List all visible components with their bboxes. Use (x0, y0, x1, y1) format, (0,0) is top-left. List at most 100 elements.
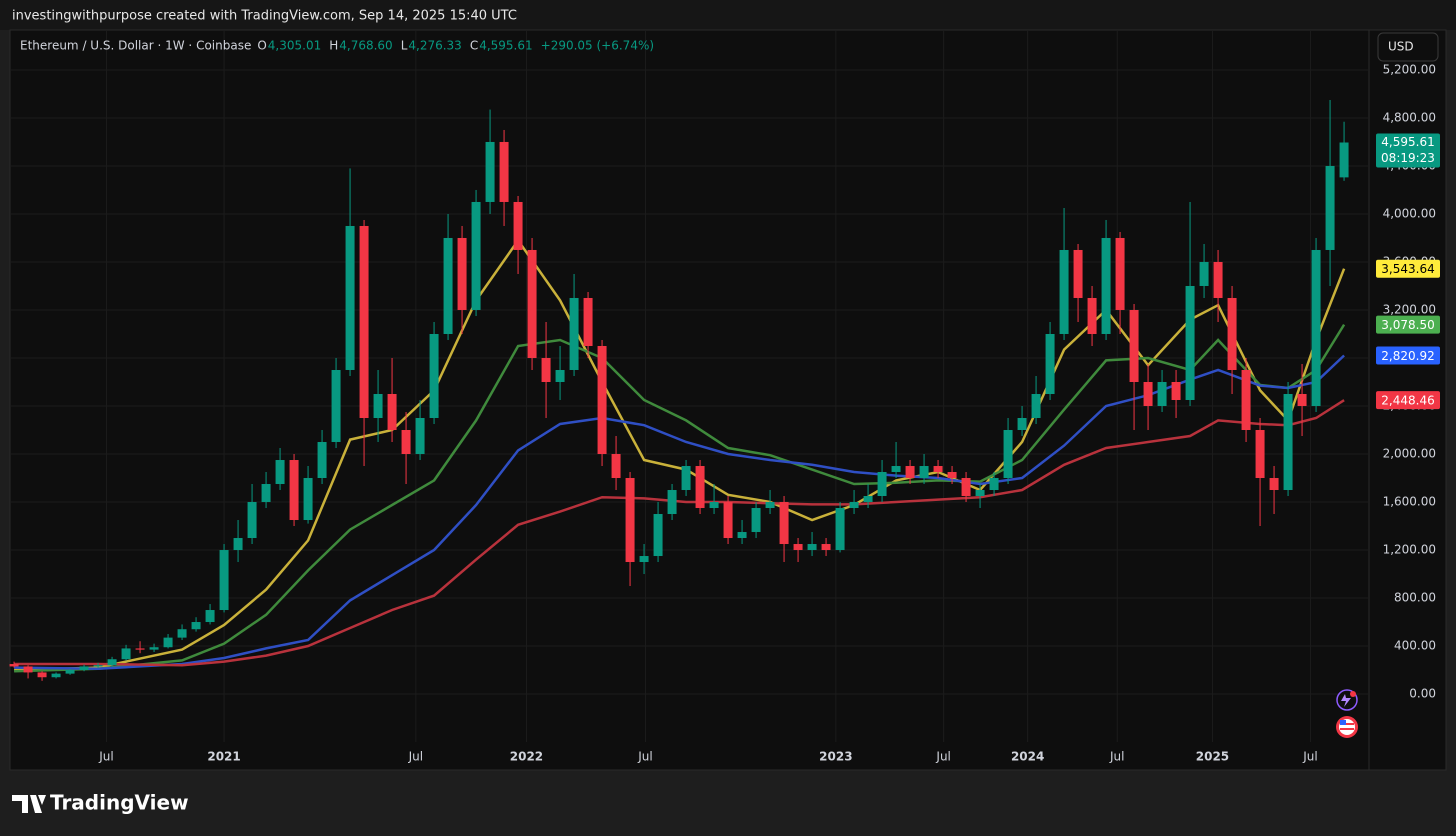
candle-body (1003, 430, 1013, 479)
candle-body (163, 637, 173, 648)
legend: Ethereum / U.S. Dollar · 1W · Coinbase O 4… (20, 39, 654, 53)
candle-body (527, 249, 537, 358)
flag-canton (1340, 720, 1346, 725)
candle-body (821, 544, 831, 551)
brand-logo (12, 795, 46, 813)
candle-body (1045, 333, 1055, 394)
candle-body (695, 466, 705, 509)
candle-body (1269, 478, 1279, 491)
x-tick-label: 2023 (819, 750, 852, 764)
candle-body (1171, 381, 1181, 400)
candle-body (373, 393, 383, 419)
candle-body (583, 297, 593, 346)
ma-price-tag (1376, 391, 1440, 410)
candle-body (835, 508, 845, 551)
candle-body (1059, 249, 1069, 334)
legend-text: L (401, 39, 408, 53)
candles (9, 99, 1349, 681)
y-tick-label: 0.00 (1409, 687, 1436, 701)
candle-body (1185, 285, 1195, 400)
ma-price-tag (1376, 346, 1440, 365)
legend-text: 4,595.61 (479, 39, 532, 53)
candle-body (177, 629, 187, 638)
candle-body (1017, 418, 1027, 431)
x-tick-label: Jul (408, 750, 423, 764)
legend-text: 4,276.33 (408, 39, 461, 53)
last-price-label: 4,595.61 (1381, 135, 1434, 149)
candle-body (919, 466, 929, 479)
candle-body (233, 538, 243, 551)
legend-text: 4,768.60 (339, 39, 392, 53)
x-tick-label: Jul (1109, 750, 1124, 764)
x-tick-label: 2021 (207, 750, 240, 764)
candle-body (37, 672, 47, 678)
legend-text: Ethereum / U.S. Dollar · 1W · Coinbase (20, 39, 251, 53)
brand-name: TradingView (50, 791, 189, 815)
candle-body (1311, 249, 1321, 407)
y-tick-label: 1,600.00 (1383, 495, 1436, 509)
candle-body (247, 502, 257, 539)
candle-body (989, 478, 999, 491)
y-tick-label: 5,200.00 (1383, 62, 1436, 76)
candle-body (681, 466, 691, 491)
ma-line (14, 323, 1346, 673)
candle-body (639, 556, 649, 563)
candle-body (765, 502, 775, 509)
candle-body (793, 544, 803, 551)
moving-averages (14, 238, 1346, 673)
x-tick-label: 2024 (1011, 750, 1044, 764)
currency-button[interactable] (1377, 32, 1439, 62)
y-tick-label: 1,200.00 (1383, 543, 1436, 557)
candle-body (1073, 249, 1083, 298)
candle-body (303, 478, 313, 521)
top-bar (0, 0, 1456, 30)
candle-body (9, 664, 19, 667)
grid (10, 30, 1368, 742)
candle-body (975, 490, 985, 497)
candle-body (387, 393, 397, 431)
candle-body (947, 472, 957, 479)
chart-panel (9, 29, 1447, 771)
candle-body (891, 466, 901, 473)
candle-body (625, 478, 635, 563)
candle-body (205, 610, 215, 623)
alert-bolt (1341, 694, 1351, 707)
candle-body (1157, 381, 1167, 407)
candle-body (93, 665, 103, 667)
candle-body (443, 237, 453, 334)
candle-body (289, 460, 299, 521)
candle-body (849, 502, 859, 509)
candle-body (51, 673, 61, 678)
candle-body (1129, 309, 1139, 382)
candle-body (751, 508, 761, 533)
candle-body (135, 648, 145, 650)
legend-text: O (257, 39, 266, 53)
ma-price-label: 2,448.46 (1381, 394, 1434, 408)
ma-price-tag (1376, 259, 1440, 278)
candle-body (359, 225, 369, 419)
candle-body (513, 201, 523, 250)
candle-body (1101, 237, 1111, 334)
candle-body (1339, 142, 1349, 178)
candle-body (1297, 393, 1307, 407)
candle-body (107, 659, 117, 666)
flag-stripe (1340, 728, 1354, 730)
candle-body (611, 454, 621, 479)
candle-body (1325, 165, 1335, 250)
candle-body (23, 666, 33, 673)
candle-body (597, 345, 607, 455)
x-tick-label: Jul (98, 750, 113, 764)
candle-body (961, 478, 971, 497)
price-axis: 0.00 400.00 800.00 1,200.00 1,600.00 2,000.00… (98, 62, 1440, 764)
candle-body (569, 297, 579, 370)
candle-body (779, 502, 789, 545)
candle-body (1283, 393, 1293, 491)
candle-body (541, 357, 551, 382)
candle-body (499, 141, 509, 202)
x-tick-label: Jul (1302, 750, 1317, 764)
candle-body (905, 466, 915, 479)
ma-line (14, 354, 1345, 671)
y-tick-label: 800.00 (1394, 591, 1436, 605)
candle-body (653, 514, 663, 557)
